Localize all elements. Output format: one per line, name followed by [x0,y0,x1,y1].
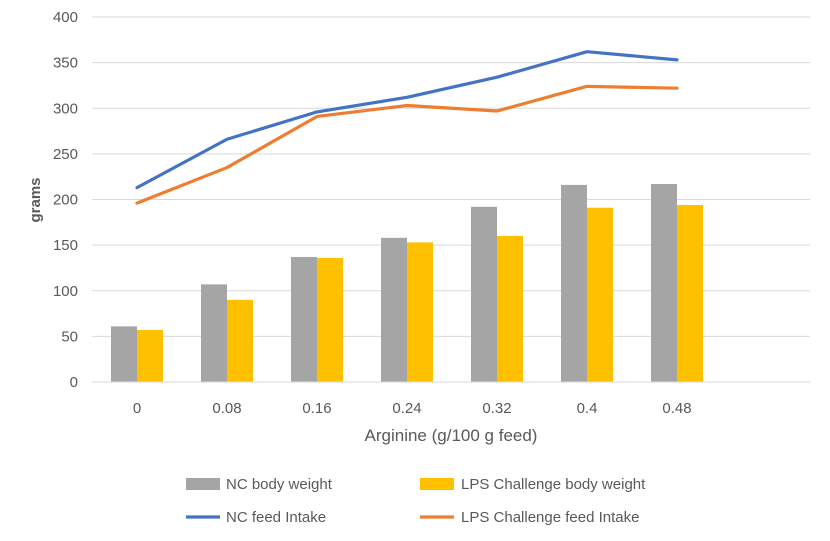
legend-label: NC body weight [226,476,333,493]
bar-lps-body-weight [227,299,253,382]
line-lps-feed-intake [135,84,679,205]
y-axis-ticks: 0 50 100 150 200 250 300 350 400 [53,9,78,391]
bar-lps-body-weight [317,257,343,382]
bar-nc-body-weight [111,326,137,382]
bar-lps-body-weight [137,329,163,382]
bar-nc-body-weight [381,237,407,382]
y-tick-label: 100 [53,283,78,300]
legend-item: LPS Challenge feed Intake [420,509,639,526]
legend-label: NC feed Intake [226,509,326,526]
y-tick-label: 150 [53,237,78,254]
y-tick-label: 400 [53,9,78,26]
x-axis-ticks: 0 0.08 0.16 0.24 0.32 0.4 0.48 [133,400,692,417]
legend-swatch [420,478,454,490]
bar-lps-body-weight [677,204,703,382]
legend-label: LPS Challenge body weight [461,476,646,493]
line-nc-feed-intake [135,50,679,190]
x-axis-title: Arginine (g/100 g feed) [365,426,538,445]
legend: NC body weight LPS Challenge body weight N… [186,476,646,526]
legend-label: LPS Challenge feed Intake [461,509,639,526]
y-tick-label: 0 [70,374,78,391]
y-tick-label: 50 [61,328,78,345]
x-tick-label: 0.32 [482,400,511,417]
legend-item: NC feed Intake [186,509,326,526]
y-tick-label: 250 [53,146,78,163]
x-tick-label: 0.16 [302,400,331,417]
x-tick-label: 0.24 [392,400,421,417]
x-tick-label: 0.48 [662,400,691,417]
bar-lps-body-weight [497,236,523,382]
bar-nc-body-weight [471,206,497,382]
bar-lps-body-weight [587,207,613,382]
y-tick-label: 300 [53,100,78,117]
y-axis-title: grams [27,177,44,222]
bar-lps-body-weight [407,242,433,382]
y-tick-label: 350 [53,55,78,72]
x-tick-label: 0.08 [212,400,241,417]
bars [111,183,703,382]
y-tick-label: 200 [53,192,78,209]
bar-nc-body-weight [201,284,227,382]
lines [135,50,679,205]
bar-nc-body-weight [651,183,677,382]
bar-nc-body-weight [291,256,317,382]
legend-swatch [186,478,220,490]
bar-nc-body-weight [561,184,587,382]
legend-item: NC body weight [186,476,333,493]
x-tick-label: 0.4 [577,400,598,417]
x-tick-label: 0 [133,400,141,417]
legend-item: LPS Challenge body weight [420,476,646,493]
